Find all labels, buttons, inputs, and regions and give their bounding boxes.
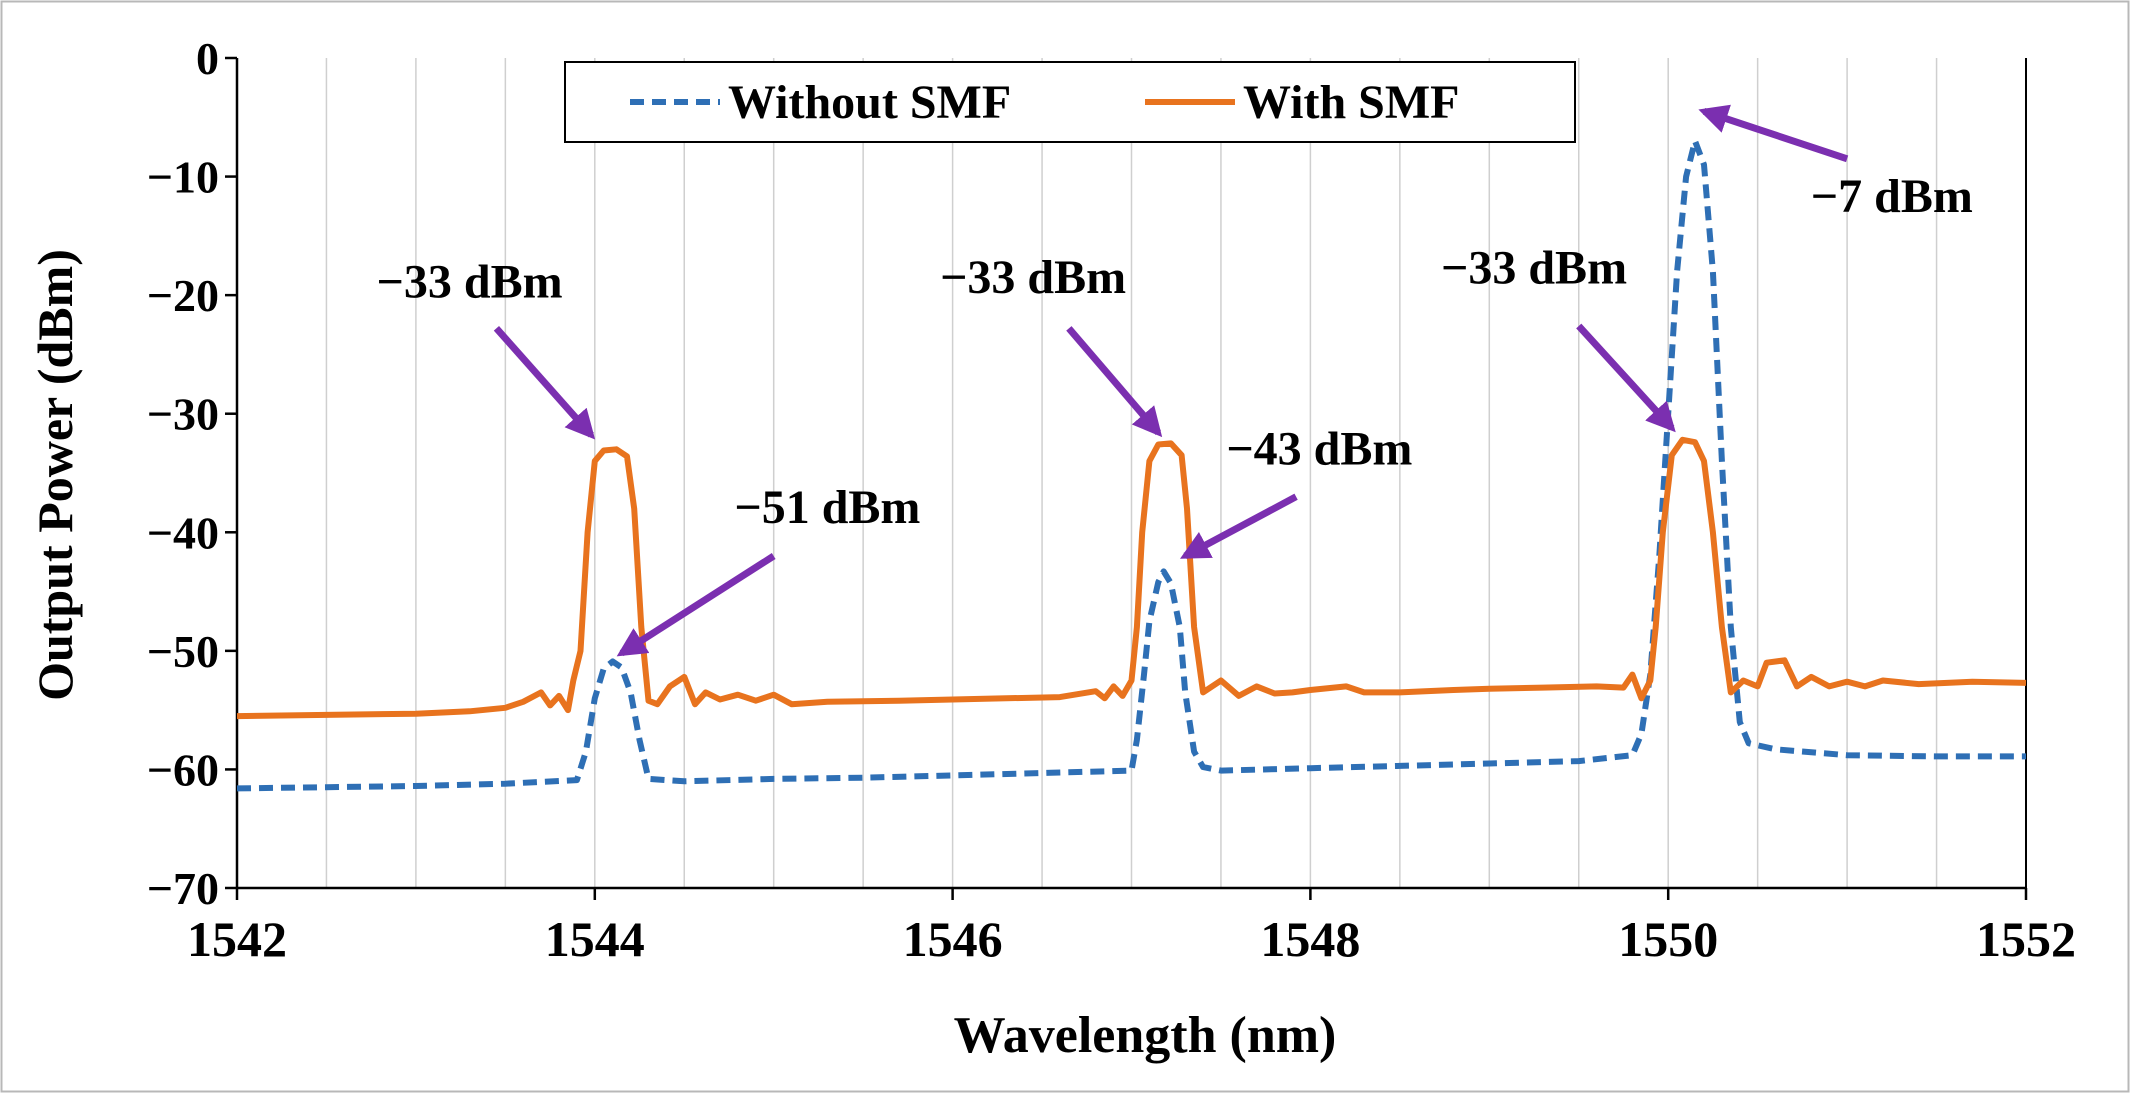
y-tick-label: −50 bbox=[147, 626, 219, 677]
legend-box bbox=[564, 61, 1576, 143]
legend-label-without-smf: Without SMF bbox=[728, 76, 1011, 129]
x-tick-label: 1550 bbox=[1618, 911, 1718, 967]
y-tick-label: −30 bbox=[147, 389, 219, 440]
annotation-arrow bbox=[1576, 323, 1676, 433]
annotation-label: −33 dBm bbox=[940, 251, 1126, 304]
annotation-label: −33 dBm bbox=[1441, 241, 1627, 294]
annotation-arrow bbox=[1698, 104, 1849, 163]
annotation-label: −7 dBm bbox=[1811, 170, 1973, 223]
annotation-label: −33 dBm bbox=[377, 256, 563, 309]
y-tick-label: −10 bbox=[147, 152, 219, 203]
x-axis-label: Wavelength (nm) bbox=[954, 1007, 1337, 1064]
y-tick-label: 0 bbox=[196, 33, 219, 84]
annotation-arrow bbox=[616, 553, 776, 657]
series-layer bbox=[236, 138, 2027, 792]
y-tick-label: −70 bbox=[147, 863, 219, 914]
x-tick-label: 1544 bbox=[545, 911, 645, 967]
y-tick-label: −60 bbox=[147, 744, 219, 795]
annotation-label: −51 dBm bbox=[734, 481, 920, 534]
legend-label-with-smf: With SMF bbox=[1243, 76, 1459, 129]
annotation-layer: −33 dBm −51 dBm −33 dBm −43 dBm −33 dBm −7 dB… bbox=[377, 104, 1973, 657]
x-tick-label: 1546 bbox=[903, 911, 1003, 967]
series-line-with-smf bbox=[236, 436, 2027, 720]
series-line-without-smf bbox=[236, 138, 2026, 792]
annotation-arrow bbox=[1066, 326, 1163, 438]
y-axis-label: Output Power (dBm) bbox=[27, 249, 83, 701]
legend: Without SMF With SMF bbox=[564, 61, 1576, 143]
x-tick-label: 1542 bbox=[187, 911, 287, 967]
annotation-label: −43 dBm bbox=[1226, 423, 1412, 476]
x-tick-label: 1552 bbox=[1976, 911, 2076, 967]
grid-layer bbox=[325, 58, 1938, 888]
y-tick-label: −40 bbox=[147, 507, 219, 558]
annotation-arrow bbox=[493, 326, 596, 440]
x-tick-label: 1548 bbox=[1260, 911, 1360, 967]
annotation-arrow bbox=[1179, 493, 1298, 560]
y-tick-label: −20 bbox=[147, 270, 219, 321]
